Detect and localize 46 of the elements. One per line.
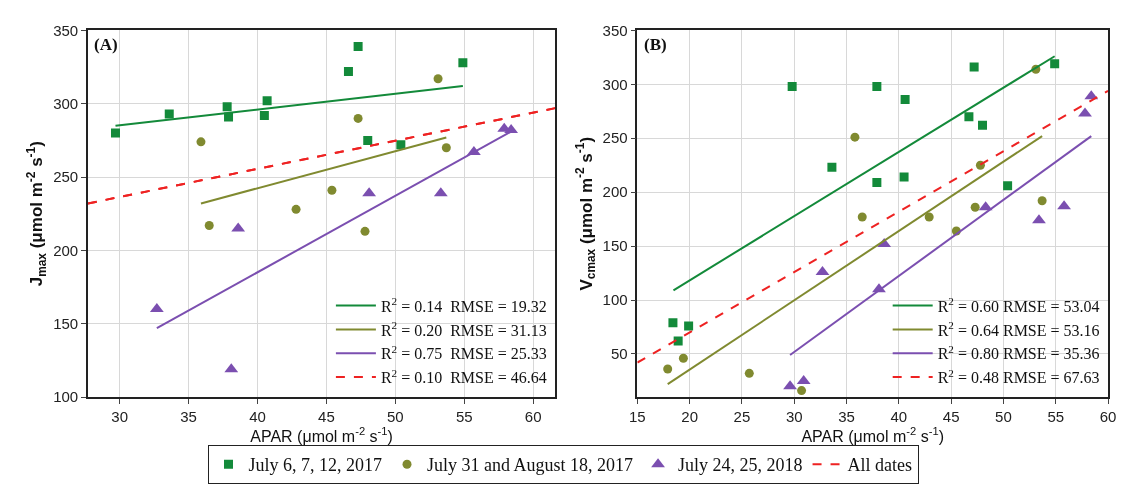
x-tick-label: 55 (1047, 407, 1065, 425)
y-tick-label: 100 (53, 388, 79, 406)
y-tick-label: 300 (602, 75, 628, 93)
x-axis-title: APAR (μmol m$^{-2}$ s$^{-1}$) (801, 424, 944, 445)
x-tick-label: 15 (629, 407, 646, 425)
x-axis-title: APAR (μmol m$^{-2}$ s$^{-1}$) (250, 424, 393, 445)
legend-label: July 6, 7, 12, 2017 (248, 455, 383, 476)
x-tick-label: 55 (455, 407, 473, 425)
x-tick-label: 45 (318, 407, 335, 425)
y-tick-label: 50 (610, 345, 628, 363)
x-tick-label: 60 (1099, 407, 1117, 425)
x-tick-label: 35 (180, 407, 197, 425)
y-tick-label: 150 (53, 314, 79, 332)
x-tick-label: 50 (386, 407, 404, 425)
x-tick-label: 35 (838, 407, 855, 425)
x-tick-label: 30 (111, 407, 128, 425)
y-tick-label: 100 (602, 291, 628, 309)
x-tick-label: 45 (942, 407, 960, 425)
legend-label: July 24, 25, 2018 (678, 455, 803, 476)
y-tick-label: 200 (53, 241, 79, 259)
y-tick-label: 350 (53, 21, 79, 39)
y-tick-label: 200 (602, 183, 628, 201)
y-tick-label: 250 (602, 129, 628, 147)
x-tick-label: 50 (995, 407, 1012, 425)
legend-label: R$^{2}$ = 0.20 RMSE = 31.13 (380, 318, 547, 339)
x-tick-label: 30 (785, 407, 803, 425)
legend-label: R$^{2}$ = 0.10 RMSE = 46.64 (380, 366, 547, 387)
legend-label: R$^{2}$ = 0.80 RMSE = 35.36 (937, 342, 1100, 363)
y-tick-label: 150 (602, 237, 628, 255)
chart-title: (A) (94, 35, 118, 54)
legend-label: R$^{2}$ = 0.75 RMSE = 25.33 (380, 342, 547, 363)
chart-title: (B) (644, 35, 667, 54)
legend-label: July 31 and August 18, 2017 (427, 455, 634, 476)
y-tick-label: 250 (53, 168, 79, 186)
legend-label: R$^{2}$ = 0.48 RMSE = 67.63 (937, 366, 1100, 387)
x-tick-label: 40 (890, 407, 908, 425)
x-tick-label: 60 (524, 407, 542, 425)
y-tick-label: 350 (602, 21, 628, 39)
legend-label: All dates (847, 455, 913, 476)
x-tick-label: 25 (733, 407, 751, 425)
legend-label: R$^{2}$ = 0.60 RMSE = 53.04 (937, 295, 1100, 315)
legend-label: R$^{2}$ = 0.14 RMSE = 19.32 (380, 295, 547, 315)
y-tick-label: 300 (53, 94, 79, 112)
x-tick-label: 40 (249, 407, 266, 425)
x-tick-label: 20 (681, 407, 698, 425)
legend-label: R$^{2}$ = 0.64 RMSE = 53.16 (937, 318, 1100, 339)
